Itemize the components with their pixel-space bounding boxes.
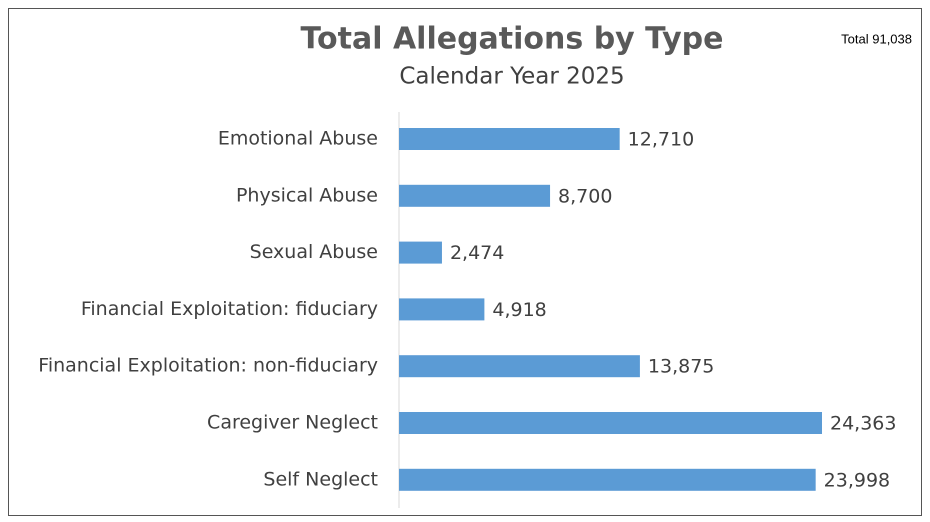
chart-subtitle: Calendar Year 2025: [399, 64, 624, 90]
category-label: Sexual Abuse: [250, 241, 378, 263]
bar: [399, 468, 816, 491]
value-label: 24,363: [830, 413, 896, 435]
category-label: Emotional Abuse: [218, 128, 378, 150]
value-label: 23,998: [824, 469, 890, 491]
category-label: Financial Exploitation: non-fiduciary: [38, 355, 378, 377]
category-label: Physical Abuse: [236, 184, 378, 206]
value-label: 2,474: [450, 242, 504, 264]
chart-title: Total Allegations by Type: [301, 22, 724, 57]
bar: [399, 355, 640, 378]
bar: [399, 184, 551, 207]
bar: [399, 241, 442, 264]
value-label: 13,875: [648, 356, 714, 378]
value-label: 4,918: [492, 299, 546, 321]
category-label: Financial Exploitation: fiduciary: [81, 298, 378, 320]
bar: [399, 128, 620, 150]
category-label: Caregiver Neglect: [207, 412, 378, 434]
bar: [399, 298, 485, 321]
total-annotation: Total 91,038: [841, 31, 912, 46]
category-label: Self Neglect: [263, 468, 378, 490]
value-label: 8,700: [558, 185, 612, 207]
value-label: 12,710: [628, 129, 694, 151]
bar: [399, 412, 822, 434]
